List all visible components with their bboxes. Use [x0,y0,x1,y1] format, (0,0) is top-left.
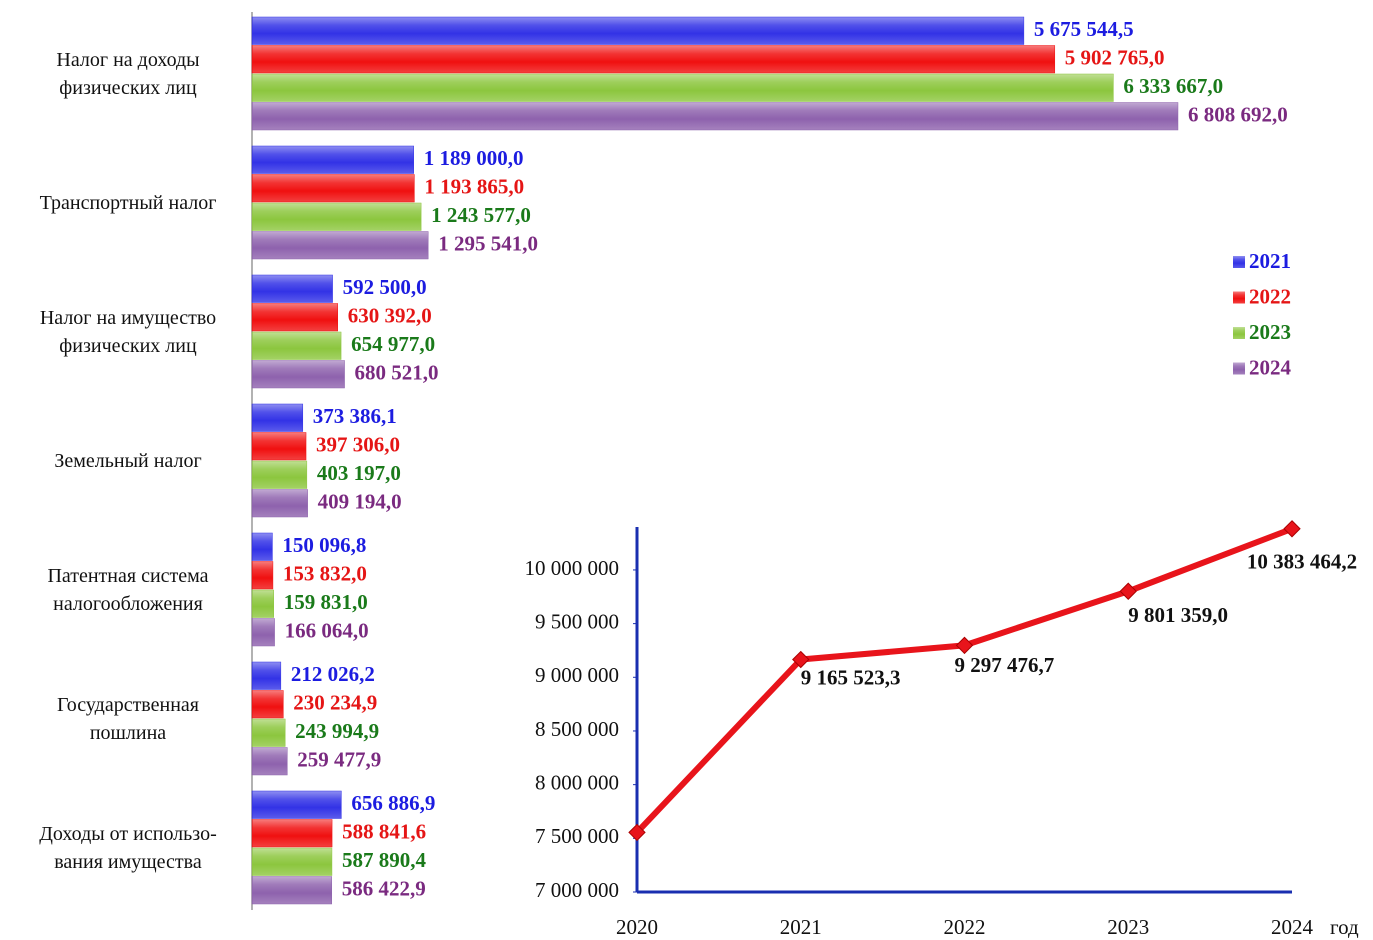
legend-swatch [1233,362,1245,375]
value-label: 680 521,0 [355,361,439,385]
value-label: 656 886,9 [351,791,435,815]
marker [792,650,810,669]
bar [251,331,342,360]
value-label: 409 194,0 [318,490,402,514]
bar [251,460,308,489]
bar [251,102,1179,131]
bar [251,847,333,876]
value-label: 397 306,0 [316,433,400,457]
category-label: Транспортный налог [39,192,217,214]
bar [251,432,307,461]
value-label: 243 994,9 [295,719,379,743]
value-label: 1 189 000,0 [424,146,524,170]
value-label: 212 026,2 [291,662,375,686]
y-tick-label: 8 000 000 [535,770,619,794]
bar [251,690,284,719]
value-label: 5 902 765,0 [1065,46,1165,70]
bar [251,145,414,174]
x-tick-label: 2022 [944,915,986,939]
value-label: 5 675 544,5 [1034,17,1134,41]
y-tick-label: 10 000 000 [525,556,620,580]
bar [251,561,274,590]
x-tick-label: 2023 [1107,915,1149,939]
bar [251,489,308,518]
value-label: 159 831,0 [284,590,368,614]
bar [251,747,288,776]
y-tick-label: 9 500 000 [535,609,619,633]
bar [251,819,333,848]
bar [251,589,274,618]
legend-swatch [1233,256,1245,268]
bar [251,532,273,561]
bar [251,790,342,819]
value-label: 654 977,0 [351,332,435,356]
bar [251,661,282,690]
y-tick-label: 7 500 000 [535,824,619,848]
value-label: 9 801 359,0 [1128,603,1228,627]
value-label: 1 243 577,0 [431,203,531,227]
bar [251,45,1056,74]
marker [1119,582,1137,600]
marker [955,636,974,655]
value-label: 9 297 476,7 [955,653,1055,677]
value-label: 10 383 464,2 [1247,550,1357,574]
value-label: 403 197,0 [317,461,401,485]
bar [251,360,345,389]
legend-swatch [1233,291,1245,304]
category-label: Налог на доходы физических лиц [56,49,200,99]
value-label: 586 422,9 [342,877,426,901]
x-axis-label: год [1330,915,1359,939]
value-label: 587 890,4 [342,848,427,872]
bar [251,73,1114,102]
legend-label: 2024 [1249,355,1292,379]
legend-label: 2021 [1249,249,1291,273]
bar [251,618,275,647]
category-label: Доходы от использо- вания имущества [39,823,217,873]
legend-swatch [1233,327,1245,339]
bar [251,876,333,905]
line [634,525,1294,835]
category-label: Государственная пошлина [56,694,199,744]
bar [251,403,304,432]
category-label: Земельный налог [54,450,202,472]
value-label: 592 500,0 [343,275,427,299]
y-tick-label: 8 500 000 [535,717,619,741]
bar [251,718,286,747]
bar [251,303,338,332]
legend-label: 2022 [1249,284,1291,308]
legend-label: 2023 [1249,320,1291,344]
value-label: 6 333 667,0 [1123,74,1223,98]
marker [628,823,646,842]
value-label: 1 193 865,0 [424,175,524,199]
category-label: Патентная система налогообложения [47,565,209,615]
value-label: 6 808 692,0 [1188,103,1288,127]
x-tick-label: 2021 [780,915,822,939]
bar [251,174,415,203]
category-label: Налог на имущество физических лиц [39,307,217,357]
bar [251,274,333,303]
marker [1283,520,1301,538]
value-label: 630 392,0 [348,304,432,328]
value-label: 166 064,0 [285,619,369,643]
value-label: 230 234,9 [293,691,377,715]
value-label: 259 477,9 [297,748,381,772]
value-label: 373 386,1 [313,404,397,428]
value-label: 1 295 541,0 [438,232,538,256]
bar [251,231,429,260]
x-tick-label: 2024 [1271,915,1314,939]
y-tick-label: 7 000 000 [535,878,619,902]
value-label: 150 096,8 [282,533,366,557]
bar [251,202,422,231]
bar [251,16,1025,45]
value-label: 588 841,6 [342,820,426,844]
value-label: 9 165 523,3 [801,665,901,689]
value-label: 153 832,0 [283,562,367,586]
y-tick-label: 9 000 000 [535,663,619,687]
x-tick-label: 2020 [616,915,658,939]
